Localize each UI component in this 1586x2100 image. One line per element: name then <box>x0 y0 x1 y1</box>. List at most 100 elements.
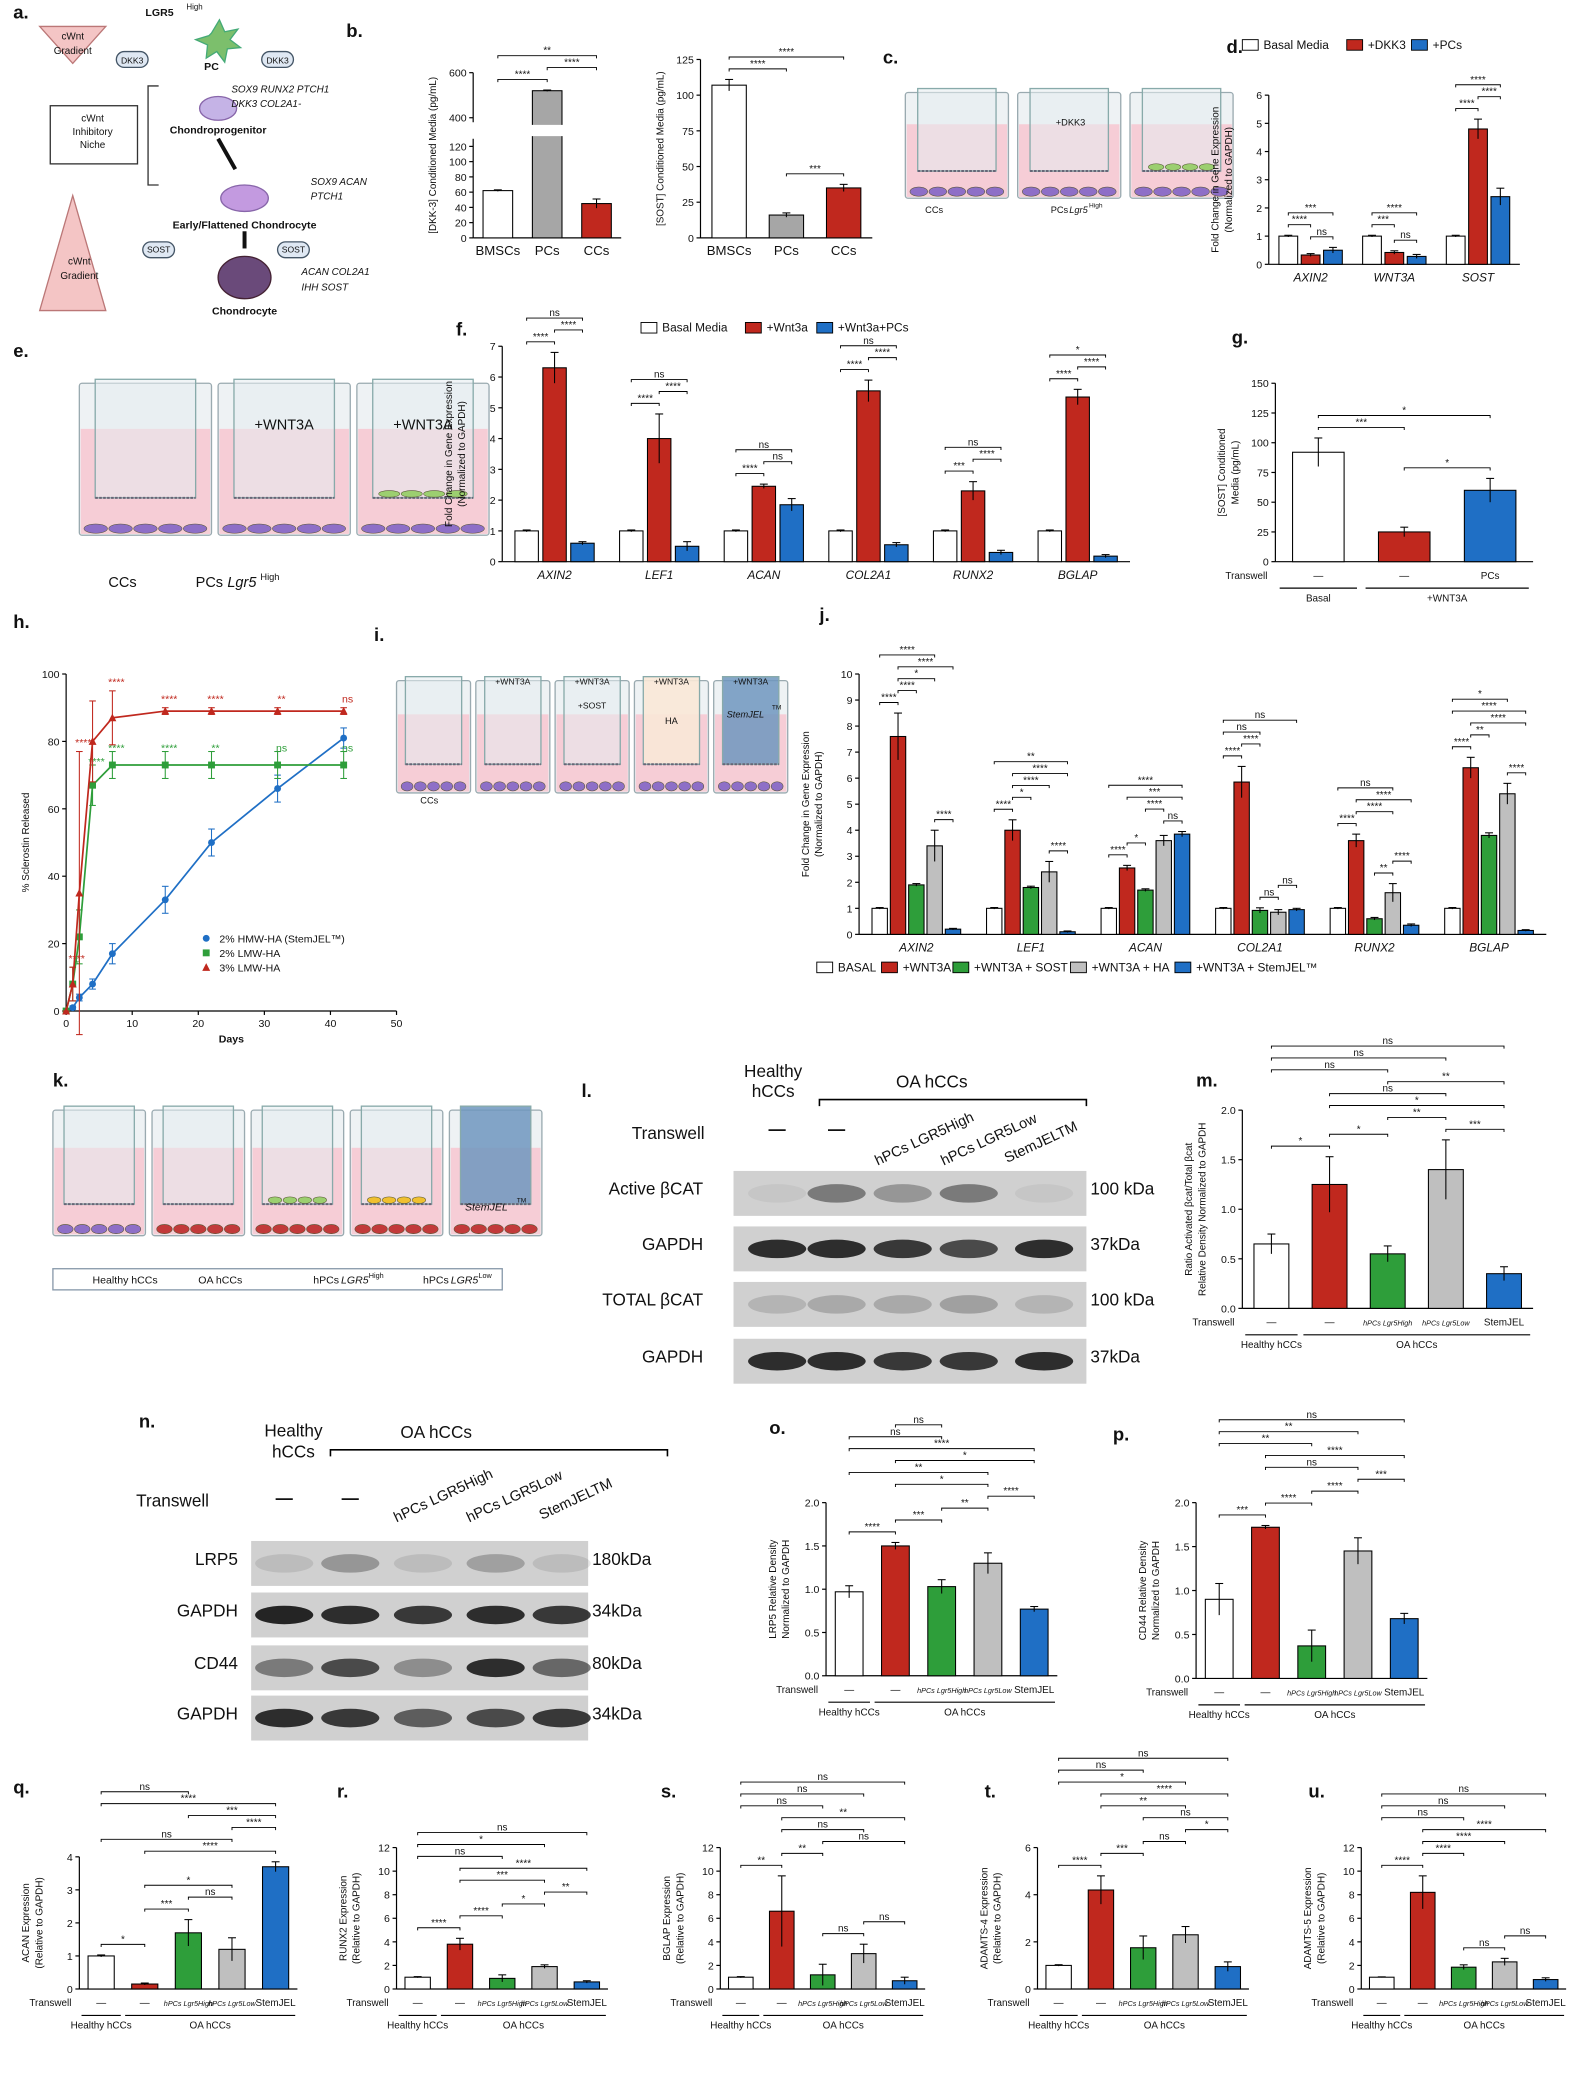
sig-label: **** <box>1147 799 1163 810</box>
bar <box>1366 918 1383 935</box>
x-tick-label: RUNX2 <box>1354 941 1395 955</box>
cell <box>267 1196 283 1204</box>
cell <box>388 1224 405 1234</box>
error-bar <box>1063 930 1072 933</box>
bar <box>1251 909 1269 935</box>
y-tick-label: 4 <box>1256 147 1262 159</box>
insert <box>1141 87 1222 172</box>
error-bar <box>1237 765 1246 798</box>
y-tick-label: 0 <box>1025 1984 1031 1996</box>
cell <box>453 781 467 792</box>
group-label: Healthy hCCs <box>1028 2021 1089 2032</box>
insert <box>233 378 336 499</box>
sig-bracket <box>728 56 845 60</box>
sig-bracket <box>1329 1105 1505 1109</box>
sig-label: ns <box>759 440 770 451</box>
bar <box>825 187 862 239</box>
sig-bracket <box>1455 108 1479 112</box>
y-tick-label: 2 <box>1025 1937 1031 1949</box>
bar <box>711 84 747 239</box>
error-bar <box>1352 833 1361 848</box>
blot-band <box>466 1605 525 1625</box>
x-tick-label: — <box>1096 1998 1106 2009</box>
sig-label: ns <box>1458 1784 1469 1795</box>
sig-label: * <box>1402 406 1406 417</box>
legend-label: +WNT3A + StemJEL™ <box>1196 960 1317 974</box>
sig-label: * <box>1120 1772 1124 1783</box>
error-bar <box>1141 888 1150 892</box>
x-tick-label: LEF1 <box>645 568 673 582</box>
y-tick-label: 2.0 <box>1175 1498 1190 1510</box>
annotation: **** <box>207 693 223 705</box>
bar <box>1155 840 1172 935</box>
cell <box>559 781 572 792</box>
sig-bracket <box>781 1852 824 1857</box>
sig-bracket <box>1126 842 1146 846</box>
x-tick-label: — <box>777 1998 787 2009</box>
blot-band <box>1015 1295 1074 1314</box>
error-bar <box>1521 929 1530 932</box>
error-bar <box>1412 253 1421 259</box>
y-tick-label: 10 <box>841 669 853 681</box>
error-bar <box>1096 1875 1105 1905</box>
sig-bracket <box>848 1448 1035 1452</box>
sig-bracket <box>897 678 936 682</box>
cell <box>947 186 966 197</box>
sig-bracket <box>1329 1133 1389 1137</box>
x-tick-label: StemJEL <box>567 1998 608 2009</box>
diagram-label: hPCs <box>423 1274 449 1286</box>
error-bar <box>864 379 873 402</box>
blot-band <box>255 1708 314 1728</box>
error-bar <box>777 1875 786 1947</box>
bar <box>1490 196 1511 265</box>
sig-label: ns <box>1138 1748 1149 1759</box>
legend-swatch <box>881 961 898 974</box>
cell <box>207 1224 224 1234</box>
diagram-label: Low <box>478 1271 492 1280</box>
cell <box>272 1224 289 1234</box>
diagram-label: OA hCCs <box>400 1422 472 1442</box>
sig-label: * <box>1205 1820 1209 1831</box>
y-tick-label: 3 <box>490 464 496 476</box>
blot-band <box>807 1184 866 1203</box>
sig-label: * <box>1076 345 1080 356</box>
sig-label: **** <box>638 393 654 404</box>
diagram-label: hCCs <box>272 1442 315 1462</box>
y-tick-label: 2 <box>708 1960 714 1972</box>
y-tick-label: 25 <box>682 197 694 209</box>
y-tick-label: 0.0 <box>1175 1673 1190 1685</box>
x-tick-label: — <box>413 1998 423 2009</box>
cell <box>422 1224 439 1234</box>
panel-letter: f. <box>456 319 467 340</box>
insert <box>261 1105 334 1205</box>
sig-label: **** <box>1436 1843 1452 1854</box>
early-chondrocyte <box>220 184 269 213</box>
bar <box>531 90 563 239</box>
y-tick-label: 0 <box>1263 557 1269 569</box>
x-tick-label: ACAN <box>1128 941 1162 955</box>
sig-label: ns <box>838 1924 849 1935</box>
insert <box>63 1105 135 1205</box>
y-tick-label: 80 <box>455 172 467 184</box>
diagram-label: +WNT3A <box>575 677 610 687</box>
cell <box>985 186 1005 197</box>
sig-label: **** <box>1454 737 1470 748</box>
sig-bracket <box>1381 1864 1424 1868</box>
sig-label: ** <box>1027 752 1035 763</box>
error-bar <box>1325 1156 1334 1213</box>
cell <box>718 781 731 792</box>
y-tick-label: 5 <box>490 403 496 415</box>
chip <box>261 50 295 69</box>
diagram-label: LGR5 <box>451 1274 479 1286</box>
sig-label: * <box>940 1474 944 1485</box>
row-label: Transwell <box>1311 1998 1353 2009</box>
point <box>161 896 169 904</box>
y-tick-label: 0 <box>490 557 496 569</box>
cell <box>599 781 612 792</box>
sig-label: ns <box>1096 1760 1107 1771</box>
annotation: ns <box>342 693 353 705</box>
y-axis-label: (Normalized to GAPDH) <box>814 751 825 857</box>
blot-band <box>1015 1239 1074 1259</box>
y-tick-label: 4 <box>384 1937 390 1949</box>
sig-label: **** <box>750 59 766 70</box>
